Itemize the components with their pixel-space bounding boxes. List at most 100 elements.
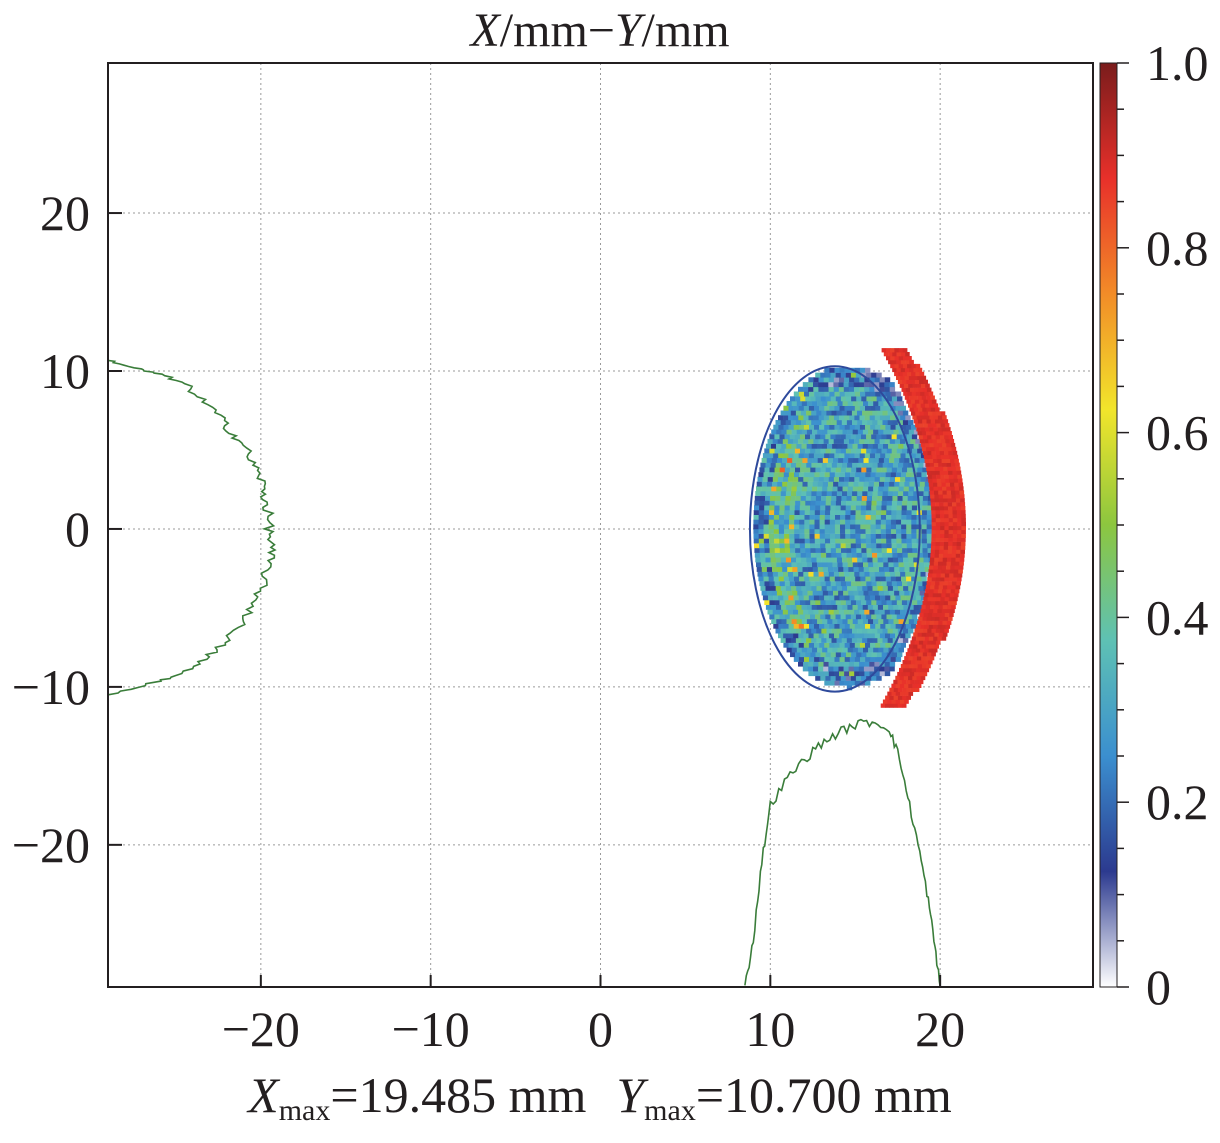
- heatmap-cell: [845, 505, 852, 511]
- crescent-cell: [903, 356, 908, 361]
- crescent-cell: [947, 549, 953, 554]
- heatmap-cell: [784, 514, 790, 520]
- heatmap-cell: [857, 486, 864, 492]
- heatmap-cell: [867, 585, 873, 591]
- heatmap-cell: [851, 581, 857, 587]
- heatmap-cell: [903, 557, 909, 563]
- heatmap-cell: [876, 467, 882, 473]
- heatmap-cell: [811, 628, 817, 634]
- colorbar-label-3: 0.6: [1146, 405, 1209, 461]
- heatmap-cell: [815, 543, 821, 549]
- crescent-cell: [946, 427, 951, 432]
- crescent-cell: [957, 478, 963, 483]
- heatmap-cell: [894, 590, 900, 596]
- heatmap-cell: [794, 514, 800, 520]
- heatmap-cell: [895, 453, 901, 459]
- heatmap-cell: [816, 585, 822, 591]
- heatmap-cell: [912, 600, 918, 605]
- crescent-cell: [917, 431, 923, 436]
- heatmap-cell: [827, 647, 833, 653]
- heatmap-cell: [912, 552, 919, 558]
- heatmap-cell: [855, 576, 861, 582]
- heatmap-cell: [844, 680, 850, 686]
- heatmap-cell: [836, 410, 842, 416]
- crescent-cell: [899, 683, 905, 688]
- heatmap-cell: [774, 500, 781, 506]
- crescent-cell: [947, 600, 953, 606]
- crescent-cell: [901, 679, 907, 685]
- heatmap-cell: [884, 476, 891, 482]
- heatmap-cell: [784, 519, 790, 525]
- heatmap-cell: [831, 495, 837, 501]
- crescent-cell: [939, 616, 945, 621]
- heatmap-cell: [901, 472, 907, 478]
- heatmap-cell: [927, 505, 933, 511]
- heatmap-cell: [926, 524, 932, 530]
- heatmap-cell: [842, 562, 848, 568]
- heatmap-cell: [760, 462, 766, 468]
- heatmap-cell: [820, 652, 826, 658]
- heatmap-cell: [911, 434, 918, 440]
- crescent-cell: [913, 395, 918, 400]
- heatmap-cell: [878, 457, 885, 463]
- heatmap-cell: [841, 637, 848, 643]
- crescent-cell: [910, 387, 915, 392]
- crescent-cell: [914, 679, 920, 685]
- heatmap-cell: [854, 642, 861, 648]
- heatmap-cell: [915, 571, 921, 577]
- heatmap-cell: [772, 481, 778, 487]
- heatmap-cell: [805, 600, 811, 605]
- crescent-cell: [902, 371, 908, 377]
- crescent-cell: [919, 660, 925, 665]
- crescent-cell: [931, 529, 937, 534]
- crescent-cell: [957, 573, 963, 578]
- heatmap-cell: [921, 576, 927, 582]
- heatmap-cell: [859, 671, 865, 677]
- crescent-cell: [920, 383, 926, 388]
- heatmap-cell: [869, 571, 875, 577]
- heatmap-cell: [833, 481, 839, 487]
- heatmap-cell: [790, 495, 796, 501]
- heatmap-cell: [833, 457, 839, 463]
- heatmap-cell: [840, 467, 847, 473]
- heatmap-cell: [835, 396, 842, 402]
- heatmap-cell: [866, 467, 872, 473]
- heatmap-cell: [835, 581, 842, 587]
- heatmap-cell: [819, 519, 825, 525]
- heatmap-cell: [908, 562, 915, 568]
- heatmap-cell: [893, 647, 899, 653]
- heatmap-cell: [919, 562, 925, 568]
- crescent-cell: [942, 561, 947, 566]
- heatmap-cell: [831, 410, 837, 416]
- crescent-cell: [942, 415, 947, 420]
- crescent-cell: [925, 442, 930, 448]
- heatmap-cell: [824, 595, 830, 601]
- crescent-cell: [917, 664, 923, 669]
- heatmap-cell: [879, 415, 886, 421]
- heatmap-cell: [911, 538, 917, 544]
- heatmap-cell: [837, 429, 843, 435]
- heatmap-cell: [825, 543, 831, 549]
- heatmap-cell: [755, 491, 761, 496]
- crescent-cell: [921, 395, 927, 400]
- heatmap-cell: [874, 633, 881, 639]
- heatmap-cell: [819, 524, 825, 530]
- heatmap-cell: [776, 457, 783, 463]
- heatmap-cell: [926, 538, 933, 544]
- heatmap-cell: [855, 528, 861, 534]
- heatmap-cell: [864, 453, 871, 459]
- heatmap-cell: [809, 391, 815, 397]
- heatmap-cell: [849, 415, 855, 421]
- heatmap-cell: [793, 438, 799, 444]
- heatmap-cell: [844, 633, 850, 639]
- heatmap-cell: [770, 585, 776, 591]
- heatmap-cell: [889, 481, 895, 487]
- crescent-cell: [944, 521, 949, 527]
- crescent-cell: [906, 379, 911, 384]
- heatmap-cell: [908, 443, 914, 449]
- crescent-cell: [946, 442, 951, 448]
- y-tick-label-0: 20: [40, 185, 90, 241]
- crescent-cell: [916, 427, 921, 432]
- heatmap-cell: [852, 420, 858, 425]
- heatmap-cell: [919, 486, 925, 492]
